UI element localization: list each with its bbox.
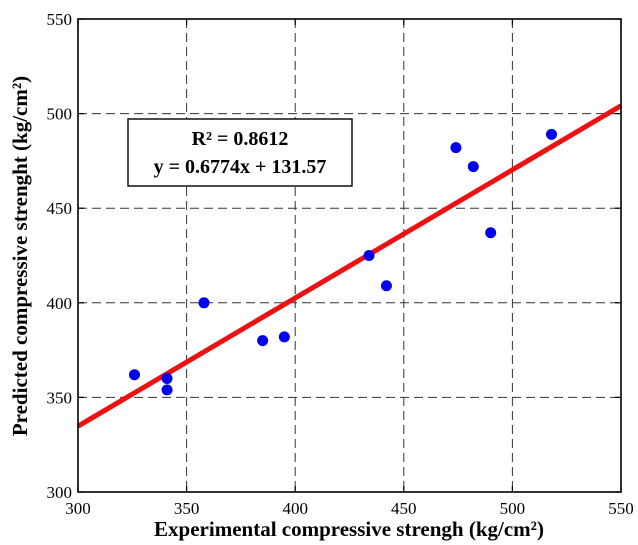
y-tick-label: 500 [47, 105, 73, 124]
x-tick-label: 500 [500, 499, 526, 518]
scatter-point [450, 142, 462, 154]
scatter-point [467, 161, 479, 173]
x-tick-labels: 300 350 400 450 500 550 [65, 499, 634, 518]
ticks [77, 18, 622, 493]
scatter-point [198, 297, 210, 309]
regression-equation-label: y = 0.6774x + 131.57 [154, 156, 327, 178]
data-points [128, 128, 557, 396]
x-tick-label: 300 [65, 499, 91, 518]
regression-line [76, 103, 623, 429]
scatter-point [545, 128, 557, 140]
x-tick-label: 350 [174, 499, 200, 518]
annotation-frame [127, 118, 353, 187]
y-tick-label: 550 [47, 10, 73, 29]
plot-frame [77, 18, 622, 493]
scatter-point [485, 227, 497, 239]
r-squared-label: R² = 0.8612 [192, 128, 289, 150]
fit-line-group [76, 103, 623, 429]
y-tick-label: 450 [47, 199, 73, 218]
x-tick-label: 450 [391, 499, 417, 518]
y-axis-title: Predicted compressive strenght (kg/cm²) [8, 76, 32, 436]
scatter-point [128, 369, 140, 381]
scatter-point [257, 335, 269, 347]
y-tick-labels: 300 350 400 450 500 550 [47, 10, 73, 502]
scatter-point [161, 384, 173, 396]
y-tick-label: 300 [47, 483, 73, 502]
grid [78, 19, 621, 492]
y-tick-label: 400 [47, 294, 73, 313]
x-tick-label: 400 [282, 499, 308, 518]
y-tick-label: 350 [47, 388, 73, 407]
scatter-point [161, 372, 173, 384]
scatter-point [363, 250, 375, 261]
annotation-box: R² = 0.8612 y = 0.6774x + 131.57 [127, 118, 353, 187]
scatter-point [278, 331, 290, 343]
x-axis-title: Experimental compressive strengh (kg/cm²… [154, 517, 544, 541]
scatter-point [380, 280, 392, 292]
x-tick-label: 550 [608, 499, 634, 518]
